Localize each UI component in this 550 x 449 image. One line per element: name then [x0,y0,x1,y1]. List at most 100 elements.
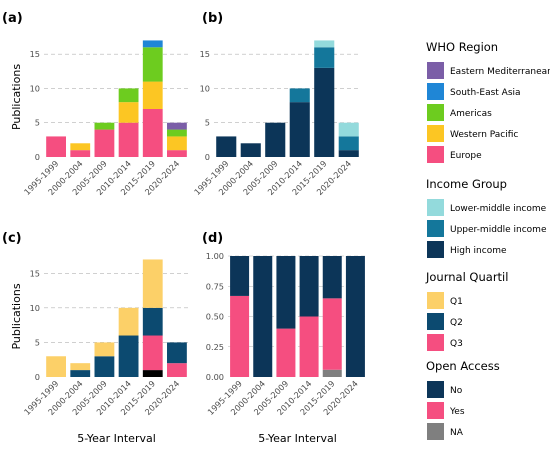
legend-swatch-upper-middle-income [427,220,444,237]
legends: WHO Region Eastern Mediterranean South-Eas… [425,40,550,440]
bar-yes-2010-2014 [299,316,319,377]
x-axis-title: 5-Year Interval [258,432,337,445]
bar-q3-2020-2024 [167,363,187,377]
legend-swatch-americas [427,104,444,121]
bar-q2-2010-2014 [118,335,139,377]
bar-western-pacific-2000-2004 [70,143,91,151]
y-tick-label: 0 [35,372,40,382]
bar-high-income-2000-2004 [240,143,261,157]
legend-swatch-europe [427,146,444,163]
legend-title: Open Access [426,359,500,373]
y-tick-label: 10 [200,83,210,93]
legend-journal-quartil: Journal Quartil Q1 Q2 Q3 [425,270,508,351]
legend-label-na: NA [450,428,464,438]
y-tick-label: 1.00 [206,251,224,261]
legend-open-access: Open Access No Yes NA [426,359,500,440]
y-tick-label: 0.25 [206,342,224,352]
bar-high-income-2005-2009 [265,122,286,157]
bar-no-2000-2004 [253,256,273,377]
bar-europe-2010-2014 [118,122,139,157]
bar-americas-2015-2019 [142,47,163,82]
legend-title: Income Group [426,177,507,191]
legend-label-yes: Yes [449,407,465,417]
y-axis-title: Publications [10,64,23,130]
bar-q1-1995-1999 [46,356,66,377]
bar-na-2015-2019 [142,370,163,377]
bar-eastern-mediterranean-2020-2024 [167,122,187,130]
legend-who-region: WHO Region Eastern Mediterranean South-Eas… [426,40,550,163]
bar-yes-2015-2019 [322,298,342,370]
y-tick-label: 0.75 [206,281,224,291]
bar-no-2005-2009 [276,256,296,329]
bar-europe-2020-2024 [167,150,187,157]
bar-no-2020-2024 [345,256,365,377]
bar-yes-1995-1999 [230,295,250,377]
bar-q2-2015-2019 [142,307,163,336]
y-tick-label: 5 [35,118,40,128]
y-tick-label: 0.00 [206,372,224,382]
bar-na-2015-2019 [322,369,342,377]
y-tick-label: 15 [30,268,40,278]
legend-label-americas: Americas [450,109,492,119]
bar-q2-2005-2009 [94,356,115,377]
bar-europe-1995-1999 [46,136,66,157]
legend-swatch-no [427,381,444,398]
legend-label-upper-middle-income: Upper-middle income [450,225,547,235]
legend-label-lower-middle-income: Lower-middle income [450,204,547,214]
bar-no-1995-1999 [230,256,250,296]
legend-swatch-q2 [427,313,444,330]
panel-a: (a)0510151995-19992000-20042005-20092010… [2,11,189,197]
bar-q1-2005-2009 [94,342,115,357]
legend-swatch-western-pacific [427,125,444,142]
panel-label: (c) [2,231,22,246]
bar-high-income-2010-2014 [289,102,310,157]
bar-upper-middle-income-2010-2014 [289,88,310,103]
legend-swatch-eastern-mediterranean [427,62,444,79]
legend-swatch-lower-middle-income [427,199,444,216]
bar-europe-2015-2019 [142,109,163,157]
legend-label-eastern-mediterranean: Eastern Mediterranean [450,67,550,77]
bar-americas-2020-2024 [167,129,187,137]
panel-b: (b)0510151995-19992000-20042005-20092010… [192,11,361,197]
bar-upper-middle-income-2015-2019 [314,47,335,68]
y-tick-label: 15 [200,49,210,59]
panel-label: (d) [202,231,223,246]
legend-title: Journal Quartil [425,270,508,284]
legend-swatch-q1 [427,292,444,309]
chart-panels: (a)0510151995-19992000-20042005-20092010… [2,11,367,445]
bar-q3-2015-2019 [142,335,163,371]
y-tick-label: 5 [35,337,40,347]
y-tick-label: 0.50 [206,312,224,322]
legend-swatch-high-income [427,241,444,258]
x-axis-title: 5-Year Interval [77,432,156,445]
legend-income-group: Income Group Lower-middle income Upper-mid… [426,177,547,258]
bar-high-income-2015-2019 [314,67,335,157]
panel-label: (a) [2,11,23,26]
bar-q2-2000-2004 [70,370,91,377]
y-tick-label: 0 [35,152,40,162]
bar-yes-2005-2009 [276,328,296,377]
legend-swatch-q3 [427,334,444,351]
y-tick-label: 10 [30,83,40,93]
y-tick-label: 15 [30,49,40,59]
legend-label-q1: Q1 [450,297,463,307]
bar-western-pacific-2015-2019 [142,81,163,109]
bar-high-income-1995-1999 [216,136,237,157]
bar-americas-2005-2009 [94,122,115,130]
bar-q1-2000-2004 [70,363,91,371]
y-tick-label: 10 [30,303,40,313]
bar-europe-2000-2004 [70,150,91,157]
y-tick-label: 5 [205,118,210,128]
bar-western-pacific-2010-2014 [118,102,139,123]
legend-label-q3: Q3 [450,339,463,349]
legend-label-high-income: High income [450,246,507,256]
bar-lower-middle-income-2015-2019 [314,40,335,48]
bar-lower-middle-income-2020-2024 [338,122,359,137]
legend-swatch-south-east-asia [427,83,444,100]
bar-q1-2015-2019 [142,259,163,308]
legend-label-south-east-asia: South-East Asia [450,88,521,98]
bar-upper-middle-income-2020-2024 [338,136,359,151]
bar-south-east-asia-2015-2019 [142,40,163,48]
legend-swatch-na [427,423,444,440]
